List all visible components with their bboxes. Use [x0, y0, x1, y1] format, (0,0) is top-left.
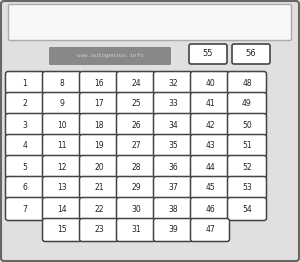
FancyBboxPatch shape: [154, 113, 193, 137]
FancyBboxPatch shape: [227, 113, 266, 137]
Text: 33: 33: [168, 100, 178, 108]
FancyBboxPatch shape: [43, 92, 82, 116]
Text: 16: 16: [94, 79, 104, 88]
Text: 49: 49: [242, 100, 252, 108]
Text: 54: 54: [242, 205, 252, 214]
FancyBboxPatch shape: [5, 72, 44, 95]
FancyBboxPatch shape: [190, 177, 230, 199]
FancyBboxPatch shape: [227, 198, 266, 221]
FancyBboxPatch shape: [190, 198, 230, 221]
Text: 45: 45: [205, 183, 215, 193]
FancyBboxPatch shape: [80, 134, 118, 157]
FancyBboxPatch shape: [154, 198, 193, 221]
Text: 55: 55: [203, 50, 213, 58]
FancyBboxPatch shape: [154, 134, 193, 157]
FancyBboxPatch shape: [227, 92, 266, 116]
Text: 27: 27: [131, 141, 141, 150]
Text: 36: 36: [168, 162, 178, 172]
Text: 48: 48: [242, 79, 252, 88]
Text: 25: 25: [131, 100, 141, 108]
FancyBboxPatch shape: [5, 198, 44, 221]
FancyBboxPatch shape: [154, 177, 193, 199]
Text: 10: 10: [57, 121, 67, 129]
Text: 20: 20: [94, 162, 104, 172]
FancyBboxPatch shape: [116, 198, 155, 221]
FancyBboxPatch shape: [80, 198, 118, 221]
FancyBboxPatch shape: [154, 92, 193, 116]
Text: 18: 18: [94, 121, 104, 129]
Text: 46: 46: [205, 205, 215, 214]
Text: 51: 51: [242, 141, 252, 150]
FancyBboxPatch shape: [43, 156, 82, 178]
Text: 22: 22: [94, 205, 104, 214]
FancyBboxPatch shape: [5, 177, 44, 199]
Text: 7: 7: [22, 205, 27, 214]
FancyBboxPatch shape: [227, 134, 266, 157]
Text: 39: 39: [168, 226, 178, 234]
Text: 53: 53: [242, 183, 252, 193]
Text: 26: 26: [131, 121, 141, 129]
Text: 28: 28: [131, 162, 141, 172]
Text: 56: 56: [246, 50, 256, 58]
FancyBboxPatch shape: [190, 113, 230, 137]
FancyBboxPatch shape: [43, 219, 82, 242]
FancyBboxPatch shape: [116, 156, 155, 178]
FancyBboxPatch shape: [5, 92, 44, 116]
FancyBboxPatch shape: [8, 4, 292, 41]
Text: 42: 42: [205, 121, 215, 129]
Text: 2: 2: [22, 100, 27, 108]
FancyBboxPatch shape: [43, 113, 82, 137]
Text: 12: 12: [57, 162, 67, 172]
Text: 11: 11: [57, 141, 67, 150]
Text: 30: 30: [131, 205, 141, 214]
Text: 32: 32: [168, 79, 178, 88]
Text: 21: 21: [94, 183, 104, 193]
Text: 31: 31: [131, 226, 141, 234]
FancyBboxPatch shape: [5, 113, 44, 137]
Text: 15: 15: [57, 226, 67, 234]
FancyBboxPatch shape: [190, 134, 230, 157]
FancyBboxPatch shape: [190, 156, 230, 178]
FancyBboxPatch shape: [189, 44, 227, 64]
Text: 44: 44: [205, 162, 215, 172]
FancyBboxPatch shape: [227, 177, 266, 199]
Text: 50: 50: [242, 121, 252, 129]
FancyBboxPatch shape: [190, 92, 230, 116]
Text: 3: 3: [22, 121, 27, 129]
FancyBboxPatch shape: [116, 72, 155, 95]
Text: 9: 9: [60, 100, 64, 108]
FancyBboxPatch shape: [232, 44, 270, 64]
Text: 5: 5: [22, 162, 27, 172]
FancyBboxPatch shape: [80, 177, 118, 199]
Text: 29: 29: [131, 183, 141, 193]
Text: 6: 6: [22, 183, 27, 193]
Text: www.autogenius.info: www.autogenius.info: [77, 53, 143, 58]
FancyBboxPatch shape: [154, 219, 193, 242]
FancyBboxPatch shape: [80, 156, 118, 178]
FancyBboxPatch shape: [43, 177, 82, 199]
Text: 40: 40: [205, 79, 215, 88]
FancyBboxPatch shape: [43, 72, 82, 95]
FancyBboxPatch shape: [227, 72, 266, 95]
Text: 1: 1: [22, 79, 27, 88]
FancyBboxPatch shape: [154, 72, 193, 95]
Text: 24: 24: [131, 79, 141, 88]
Text: 41: 41: [205, 100, 215, 108]
Text: 17: 17: [94, 100, 104, 108]
Text: 47: 47: [205, 226, 215, 234]
FancyBboxPatch shape: [80, 72, 118, 95]
FancyBboxPatch shape: [80, 113, 118, 137]
Text: 14: 14: [57, 205, 67, 214]
Text: 13: 13: [57, 183, 67, 193]
FancyBboxPatch shape: [116, 113, 155, 137]
FancyBboxPatch shape: [190, 219, 230, 242]
Text: 37: 37: [168, 183, 178, 193]
FancyBboxPatch shape: [5, 156, 44, 178]
Text: 38: 38: [168, 205, 178, 214]
FancyBboxPatch shape: [80, 219, 118, 242]
Text: 34: 34: [168, 121, 178, 129]
FancyBboxPatch shape: [5, 134, 44, 157]
FancyBboxPatch shape: [43, 134, 82, 157]
FancyBboxPatch shape: [43, 198, 82, 221]
